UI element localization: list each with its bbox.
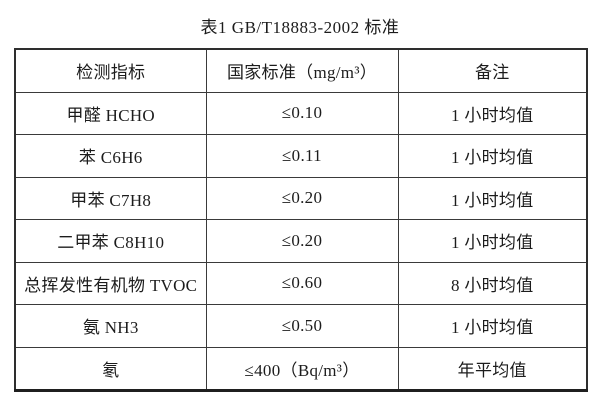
cell-remark: 1 小时均值 <box>397 134 588 178</box>
table-row: 甲醛 HCHO ≤0.10 1 小时均值 <box>14 91 588 135</box>
header-remark: 备注 <box>397 48 588 93</box>
cell-remark: 1 小时均值 <box>397 176 588 220</box>
cell-standard: ≤0.20 <box>205 219 399 263</box>
standards-table: 检测指标 国家标准（mg/m³） 备注 甲醛 HCHO ≤0.10 1 小时均值… <box>14 48 588 392</box>
cell-standard: ≤0.50 <box>205 304 399 348</box>
cell-remark: 1 小时均值 <box>397 91 588 135</box>
header-indicator: 检测指标 <box>14 48 207 93</box>
table-row: 苯 C6H6 ≤0.11 1 小时均值 <box>14 134 588 178</box>
cell-indicator: 二甲苯 C8H10 <box>14 219 207 263</box>
cell-indicator: 氡 <box>14 346 207 392</box>
cell-remark: 年平均值 <box>397 346 588 392</box>
cell-standard: ≤0.60 <box>205 261 399 305</box>
cell-indicator: 总挥发性有机物 TVOC <box>14 261 207 305</box>
table-row: 氨 NH3 ≤0.50 1 小时均值 <box>14 304 588 348</box>
cell-standard: ≤0.10 <box>205 91 399 135</box>
cell-standard: ≤0.20 <box>205 176 399 220</box>
table-row: 甲苯 C7H8 ≤0.20 1 小时均值 <box>14 176 588 220</box>
cell-remark: 1 小时均值 <box>397 219 588 263</box>
cell-indicator: 甲苯 C7H8 <box>14 176 207 220</box>
cell-indicator: 氨 NH3 <box>14 304 207 348</box>
cell-standard: ≤0.11 <box>205 134 399 178</box>
table-row: 氡 ≤400（Bq/m³） 年平均值 <box>14 346 588 392</box>
table-title: 表1 GB/T18883-2002 标准 <box>200 18 400 37</box>
cell-standard: ≤400（Bq/m³） <box>205 346 399 392</box>
cell-remark: 8 小时均值 <box>397 261 588 305</box>
cell-indicator: 苯 C6H6 <box>14 134 207 178</box>
table-row: 二甲苯 C8H10 ≤0.20 1 小时均值 <box>14 219 588 263</box>
cell-indicator: 甲醛 HCHO <box>14 91 207 135</box>
table-header-row: 检测指标 国家标准（mg/m³） 备注 <box>14 48 588 93</box>
table-row: 总挥发性有机物 TVOC ≤0.60 8 小时均值 <box>14 261 588 305</box>
cell-remark: 1 小时均值 <box>397 304 588 348</box>
header-national-standard: 国家标准（mg/m³） <box>205 48 399 93</box>
